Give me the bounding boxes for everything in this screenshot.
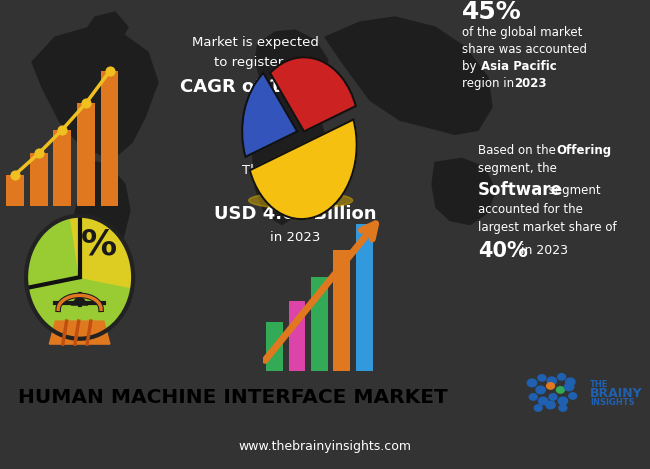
Circle shape [527,379,537,387]
Polygon shape [432,159,495,225]
Text: CAGR of 10.1%: CAGR of 10.1% [179,78,330,96]
Circle shape [546,401,555,409]
Bar [266,323,283,371]
Text: valued at: valued at [264,183,326,196]
Circle shape [547,383,554,389]
Point [34,150,44,157]
Polygon shape [72,295,88,305]
Text: HUMAN MACHINE INTERFACE MARKET: HUMAN MACHINE INTERFACE MARKET [18,388,448,408]
Circle shape [559,405,567,411]
Text: Software: Software [478,182,563,199]
Bar [356,224,372,371]
FancyArrowPatch shape [265,224,376,360]
Text: segment: segment [545,184,601,197]
Polygon shape [255,30,328,100]
Text: of the global market: of the global market [462,26,582,38]
Text: accounted for the: accounted for the [478,203,583,216]
Text: 40%: 40% [478,241,528,261]
Text: www.thebrainyinsights.com: www.thebrainyinsights.com [239,439,411,453]
Bar [53,129,72,206]
Polygon shape [325,17,492,134]
Bar [77,103,95,206]
Text: Based on the: Based on the [478,144,560,157]
Bar [289,301,306,371]
Polygon shape [49,321,110,344]
Ellipse shape [248,192,353,209]
Bar [30,153,47,206]
Circle shape [547,377,556,385]
Text: 2023: 2023 [514,77,547,90]
Wedge shape [70,216,133,288]
Bar [101,71,118,206]
Circle shape [538,375,546,381]
Point [105,68,115,75]
Circle shape [536,386,545,394]
Point [81,99,91,107]
Point [57,126,68,133]
Text: Offering: Offering [556,144,611,157]
Bar [6,174,24,206]
Text: %: % [81,227,117,261]
Text: region in: region in [462,77,518,90]
Circle shape [556,387,564,393]
Circle shape [566,378,575,386]
Circle shape [558,397,567,405]
Text: INSIGHTS: INSIGHTS [590,399,634,408]
Circle shape [26,216,133,339]
Text: The market was: The market was [242,164,348,177]
Text: Market is expected: Market is expected [192,36,318,49]
Polygon shape [72,160,130,272]
Circle shape [569,393,577,399]
Circle shape [549,394,557,400]
Text: THE: THE [590,380,608,389]
Point [10,171,20,178]
Bar [311,277,328,371]
Bar [333,250,350,371]
Circle shape [534,405,542,411]
Text: to register a: to register a [214,56,296,68]
Polygon shape [252,94,325,225]
Circle shape [538,397,548,405]
Polygon shape [88,12,128,42]
Text: in 2023: in 2023 [270,231,320,244]
Text: USD 4.07 Billion: USD 4.07 Billion [214,205,376,224]
Text: share was accounted: share was accounted [462,43,587,56]
Polygon shape [32,27,158,158]
Wedge shape [270,57,356,131]
Text: 45%: 45% [462,0,522,24]
Text: in 2023: in 2023 [517,244,568,257]
Wedge shape [250,120,357,219]
Text: largest market share of: largest market share of [478,221,617,234]
Circle shape [529,394,537,400]
Text: Asia Pacific: Asia Pacific [481,60,557,73]
Text: segment, the: segment, the [478,162,557,175]
Text: by: by [462,60,480,73]
Circle shape [558,374,566,380]
Wedge shape [242,73,297,157]
Text: BRAINY: BRAINY [590,387,643,401]
Circle shape [564,383,574,391]
